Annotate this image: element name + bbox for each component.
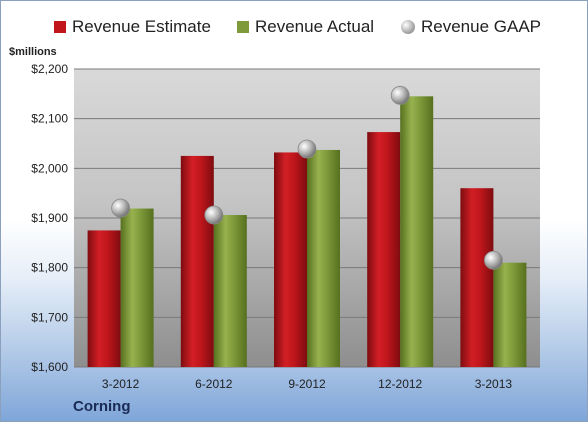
bar-estimate [87, 230, 121, 367]
marker-gaap [483, 250, 503, 270]
company-label: Corning [73, 398, 131, 415]
marker-gaap [297, 139, 317, 159]
bar-actual [307, 149, 340, 367]
x-tick-label: 6-2012 [195, 377, 233, 391]
legend-item-gaap: Revenue GAAP [401, 17, 541, 37]
y-tick-label: $1,600 [31, 360, 68, 374]
legend-marker-gaap [401, 20, 415, 34]
legend-item-estimate: Revenue Estimate [54, 17, 211, 37]
y-tick-label: $1,800 [31, 261, 68, 275]
bars [87, 96, 527, 368]
legend-label-actual: Revenue Actual [255, 17, 375, 36]
legend-label-estimate: Revenue Estimate [72, 17, 211, 36]
marker-gaap [204, 205, 224, 225]
y-tick-label: $2,100 [31, 112, 68, 126]
y-tick-label: $1,900 [31, 211, 68, 225]
x-tick-label: 9-2012 [288, 377, 326, 391]
x-tick-label: 3-2012 [102, 377, 140, 391]
bar-actual [493, 262, 527, 367]
x-tick-label: 12-2012 [378, 377, 422, 391]
x-tick-label: 3-2013 [475, 377, 513, 391]
legend-label-gaap: Revenue GAAP [421, 17, 542, 36]
marker-gaap [111, 198, 130, 218]
bar-estimate [460, 188, 494, 367]
y-axis-unit-label: $millions [9, 46, 57, 58]
bar-estimate [180, 155, 214, 367]
y-axis-ticks: $1,600 $1,700 $1,800 $1,900 $2,000 $2,100 $2,2… [31, 62, 68, 374]
bar-actual [400, 96, 434, 368]
marker-gaap [390, 85, 410, 105]
y-tick-label: $2,000 [31, 161, 68, 175]
legend-swatch-actual [237, 21, 249, 33]
x-axis-ticks: 3-2012 6-2012 9-2012 12-2012 3-2013 [102, 377, 512, 391]
gaap-markers [111, 85, 503, 270]
legend-swatch-estimate [54, 21, 66, 33]
legend-item-actual: Revenue Actual [237, 17, 374, 37]
bar-estimate [274, 152, 307, 367]
bar-estimate [367, 132, 401, 367]
bar-actual [213, 215, 247, 367]
legend: Revenue Estimate Revenue Actual Revenue … [1, 17, 587, 41]
y-tick-label: $2,200 [31, 62, 68, 76]
y-tick-label: $1,700 [31, 310, 68, 324]
bar-actual [120, 208, 154, 367]
